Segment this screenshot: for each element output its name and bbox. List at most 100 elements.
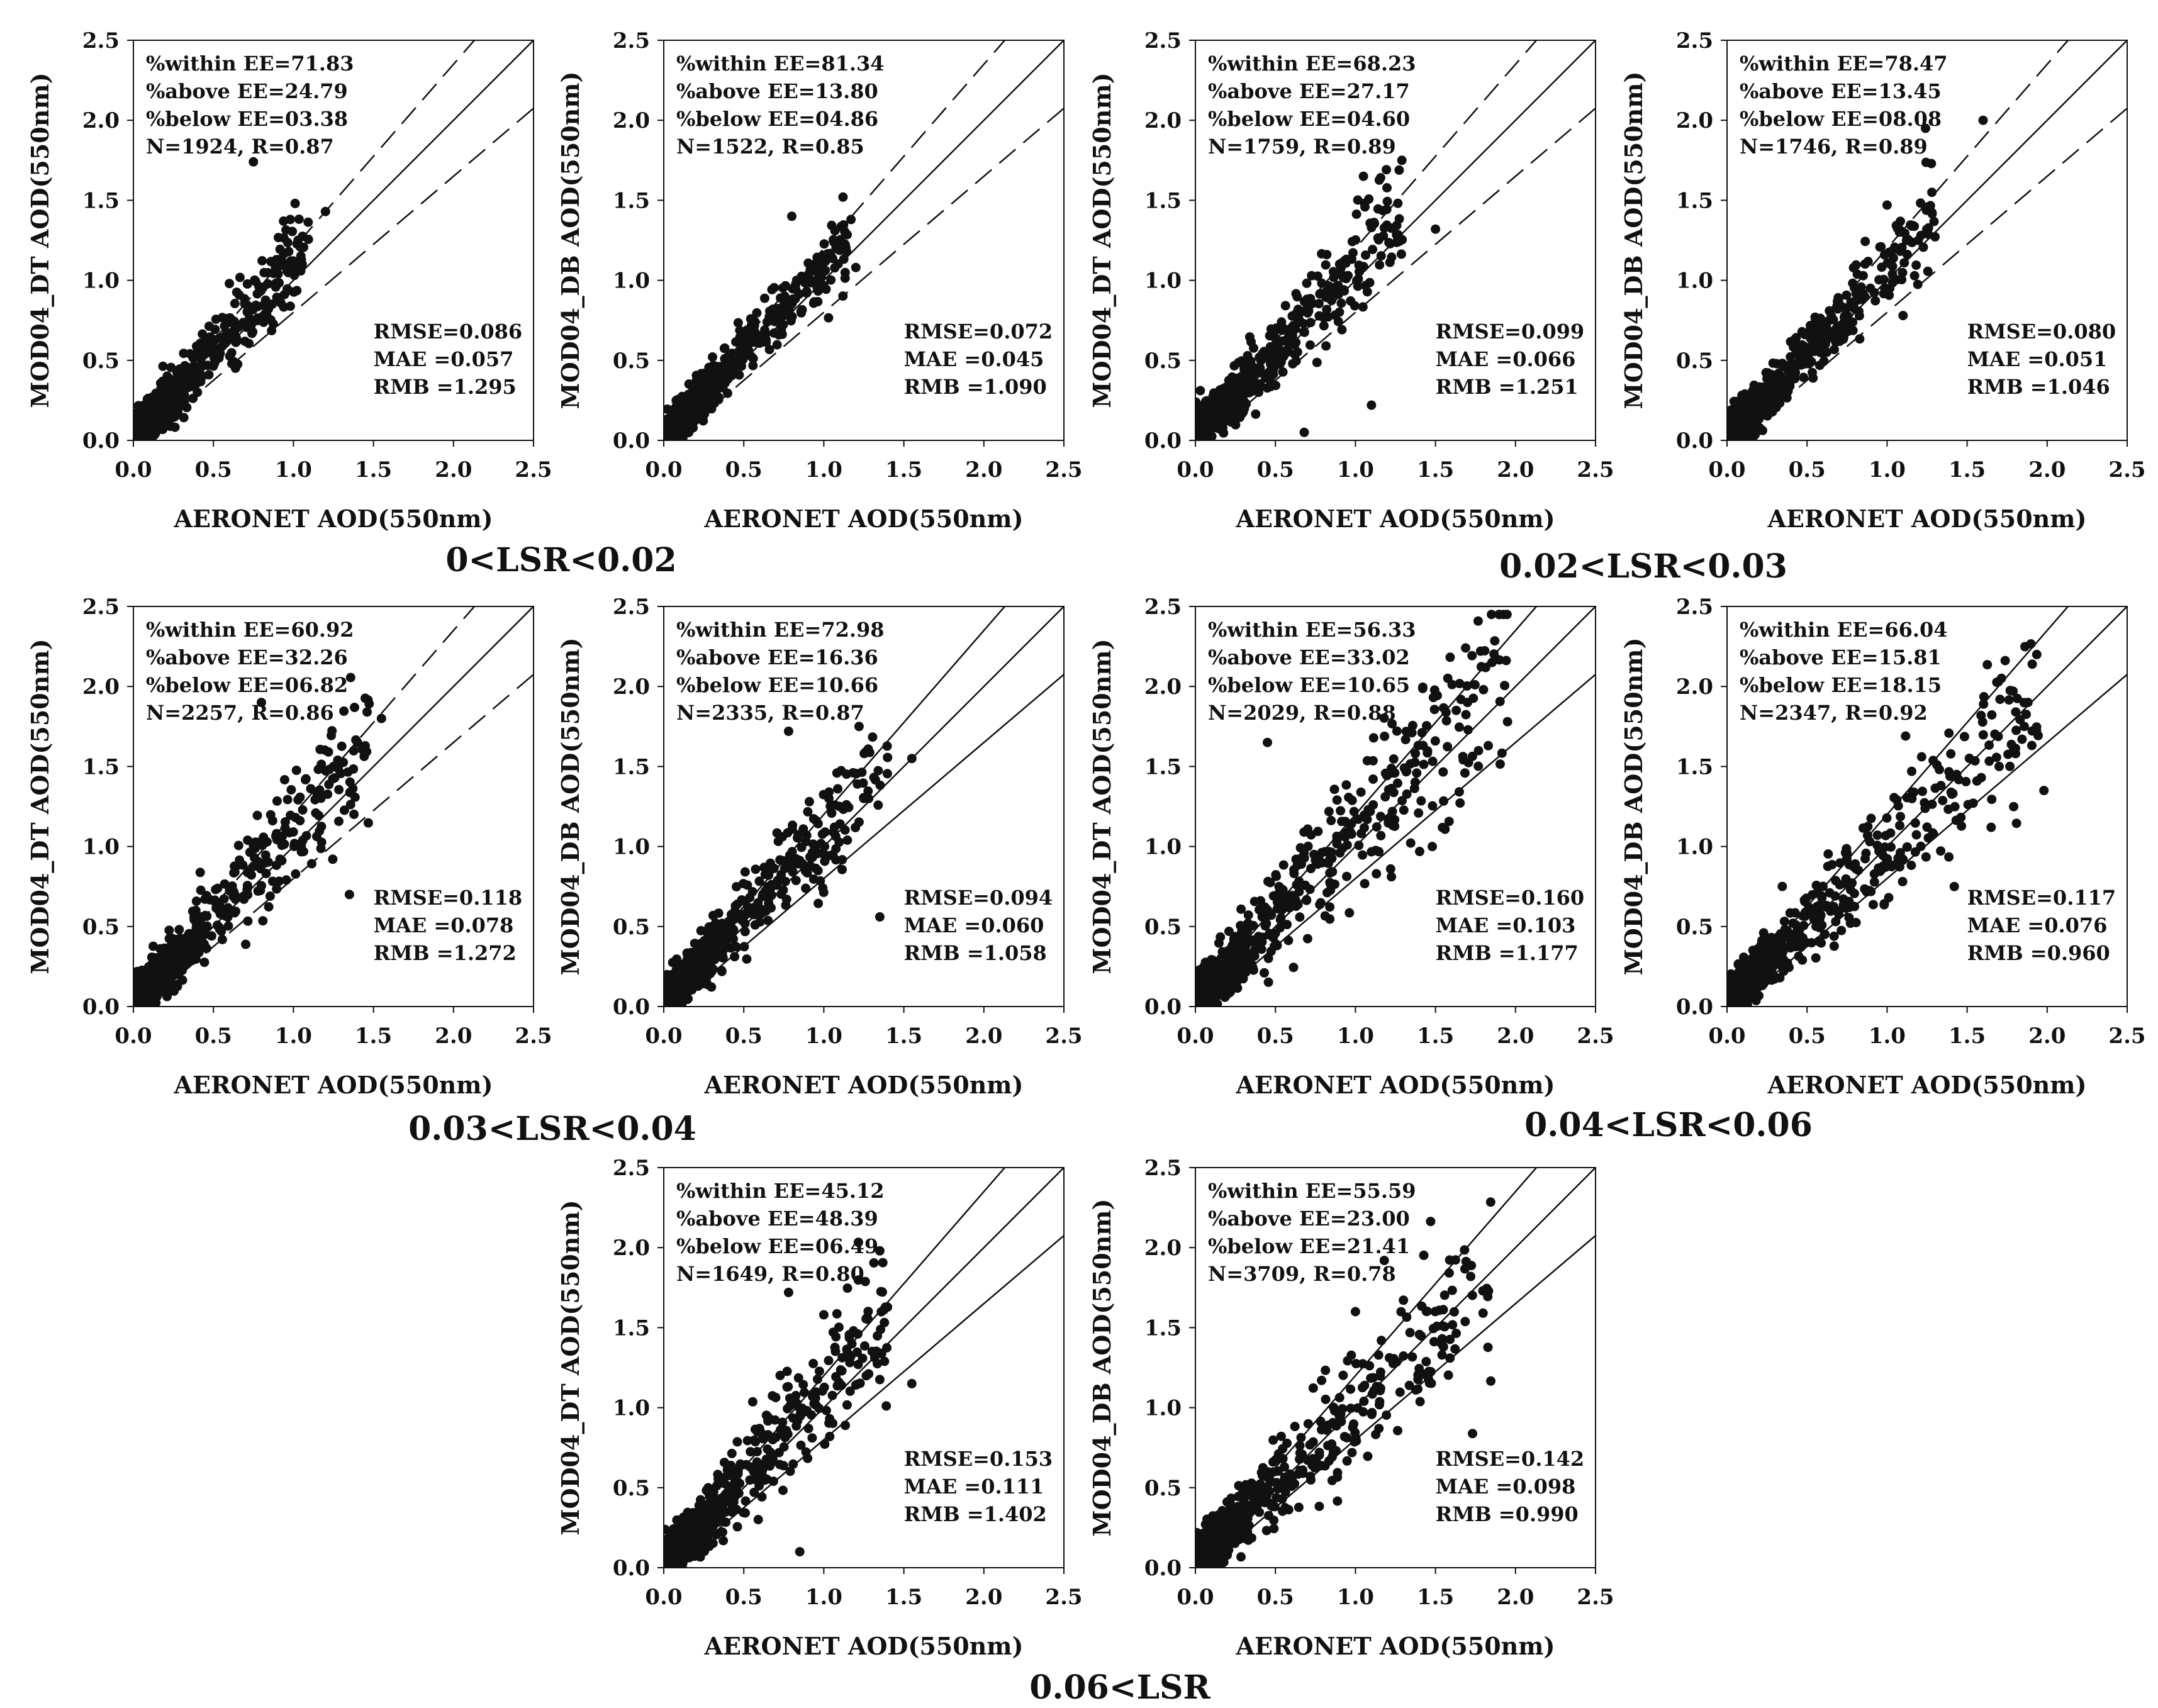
ee-lower-line	[1204, 108, 1596, 440]
data-point	[1336, 298, 1346, 308]
ee-lower-line	[1735, 108, 2127, 440]
data-point	[724, 919, 734, 929]
data-point	[199, 941, 210, 951]
data-point	[296, 251, 306, 261]
data-point	[323, 790, 333, 799]
y-tick-label: 0.5	[613, 349, 650, 374]
scatter-panel: 0.00.00.50.51.01.01.51.52.02.02.52.5AERO…	[1088, 28, 1614, 533]
data-point	[240, 299, 250, 309]
data-point	[217, 935, 227, 944]
scatter-points	[664, 192, 861, 440]
data-point	[247, 328, 257, 338]
x-tick-label: 0.5	[725, 1024, 763, 1049]
data-point	[1280, 301, 1290, 311]
data-point	[282, 795, 293, 805]
y-axis-label: MOD04_DT AOD(550nm)	[1088, 639, 1116, 974]
data-point	[696, 382, 706, 393]
data-point	[664, 1000, 669, 1007]
data-point	[766, 891, 776, 901]
data-point	[727, 371, 737, 381]
y-tick-label: 2.5	[82, 28, 120, 53]
data-point	[1397, 155, 1407, 165]
data-point	[707, 944, 717, 954]
scatter-points	[133, 157, 330, 440]
data-point	[195, 868, 205, 878]
data-point	[1851, 260, 1861, 270]
data-point	[1816, 326, 1826, 336]
data-point	[1321, 341, 1331, 351]
stat-line: %above EE=13.80	[676, 79, 878, 103]
stat-line: %below EE=06.82	[146, 673, 348, 697]
data-point	[359, 751, 369, 761]
data-point	[1822, 347, 1831, 357]
data-point	[260, 295, 271, 305]
data-point	[674, 978, 685, 988]
x-tick-label: 1.5	[355, 1024, 392, 1049]
data-point	[752, 308, 762, 318]
y-tick-label: 0.0	[82, 428, 120, 454]
data-point	[1226, 398, 1236, 408]
y-tick-label: 1.0	[1144, 269, 1182, 294]
data-point	[1322, 304, 1332, 315]
data-point	[1799, 372, 1809, 382]
data-point	[1323, 281, 1333, 291]
data-point	[225, 351, 235, 361]
data-point	[1752, 407, 1762, 417]
data-point	[690, 961, 700, 971]
data-point	[214, 906, 224, 916]
plot-frame	[1195, 40, 1596, 441]
data-point	[716, 924, 726, 934]
data-point	[206, 931, 216, 941]
data-point	[675, 963, 685, 973]
data-point	[742, 880, 752, 890]
data-point	[1926, 159, 1937, 169]
data-point	[1370, 218, 1379, 228]
data-point	[362, 707, 372, 717]
y-tick-label: 1.0	[82, 835, 120, 860]
data-point	[290, 198, 300, 208]
stat-line: %below EE=04.86	[676, 107, 878, 131]
data-point	[233, 840, 243, 851]
data-point	[243, 835, 253, 846]
data-point	[1743, 432, 1753, 440]
data-point	[154, 412, 164, 422]
data-point	[1292, 347, 1302, 357]
x-tick-label: 0.5	[725, 457, 763, 483]
data-point	[1236, 356, 1246, 366]
y-tick-label: 2.0	[1144, 108, 1182, 133]
data-point	[842, 769, 852, 779]
data-point	[1898, 311, 1908, 321]
error-metric: RMSE=0.086	[374, 320, 523, 343]
data-point	[672, 954, 682, 964]
scatter-panel: 0.00.00.50.51.01.01.51.52.02.02.52.5AERO…	[26, 28, 552, 533]
data-point	[1238, 408, 1248, 418]
data-point	[670, 411, 680, 421]
error-metric: RMB =1.251	[1436, 375, 1579, 399]
data-point	[1819, 356, 1829, 366]
data-point	[776, 889, 786, 899]
data-point	[208, 361, 218, 371]
data-point	[740, 927, 750, 937]
data-point	[716, 947, 726, 957]
error-metric: RMB =1.090	[904, 375, 1047, 399]
data-point	[244, 313, 254, 323]
data-point	[1902, 250, 1912, 259]
data-point	[251, 300, 261, 310]
data-point	[152, 985, 162, 995]
data-point	[260, 858, 271, 868]
data-point	[1334, 307, 1345, 317]
scatter-points	[1195, 610, 1512, 1007]
x-tick-label: 2.0	[1497, 457, 1534, 483]
data-point	[291, 766, 301, 775]
data-point	[1323, 312, 1333, 322]
data-point	[1891, 275, 1901, 285]
data-point	[163, 948, 173, 958]
data-point	[674, 969, 684, 980]
y-tick-label: 1.0	[1144, 835, 1182, 860]
data-point	[696, 925, 706, 935]
data-point	[700, 944, 710, 953]
data-point	[257, 256, 267, 265]
data-point	[693, 981, 703, 991]
data-point	[295, 792, 305, 802]
data-point	[1351, 235, 1361, 245]
